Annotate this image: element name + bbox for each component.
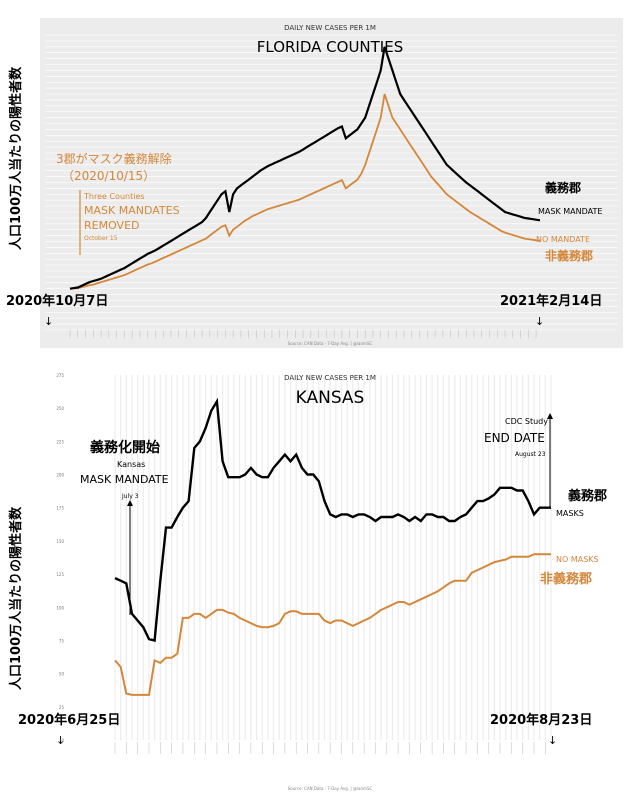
kansas-y-tick-label: 0 (61, 738, 64, 743)
florida-mandate-legend: MASK MANDATE (538, 207, 602, 216)
florida-start-arrow-icon: ↓ (44, 315, 53, 328)
kansas-x-ticks (114, 742, 546, 754)
florida-end-date-label: 2021年2月14日 (500, 293, 602, 309)
kansas-y-tick-label: 50 (59, 672, 65, 677)
kansas-nomasks-jp-label: 非義務郡 (540, 571, 592, 587)
kansas-mandate-jp-label: 義務化開始 (90, 439, 160, 456)
florida-nomandate-legend: NO MANDATE (536, 235, 590, 244)
florida-mask-mandate-line (69, 46, 541, 290)
kansas-cdc-arrow-head (547, 413, 553, 419)
kansas-y-tick-label: 100 (56, 605, 64, 610)
florida-subtitle: DAILY NEW CASES PER 1M (284, 24, 376, 32)
florida-annotation-main: MASK MANDATES REMOVED (84, 204, 183, 232)
florida-mandate-jp-label: 義務郡 (545, 180, 581, 195)
florida-nomandate-jp-label: 非義務郡 (545, 248, 593, 263)
florida-annotation-main-line2: REMOVED (84, 219, 140, 232)
kansas-y-tick-label: 125 (56, 572, 64, 577)
kansas-y-tick-label: 25 (59, 705, 65, 710)
kansas-masks-legend: MASKS (556, 509, 584, 518)
kansas-y-axis-label: 人口100万人当たりの陽性者数 (8, 506, 24, 690)
kansas-start-arrow-icon: ↓ (56, 734, 65, 747)
kansas-y-tick-label: 200 (56, 473, 64, 478)
florida-title: FLORIDA COUNTIES (257, 38, 403, 56)
florida-annotation-date: October 15 (84, 235, 118, 242)
florida-annotation-small: Three Counties (83, 192, 145, 201)
kansas-y-tick-label: 225 (56, 439, 64, 444)
kansas-mandate-small: Kansas (117, 460, 145, 469)
kansas-source-note: Source: CAN Data · 7-Day Avg. | @ianmSC (288, 786, 373, 791)
kansas-cdc-date: August 23 (515, 451, 546, 458)
florida-source-note: Source: CAN Data · 7-Day Avg. | @ianmSC (288, 341, 373, 346)
kansas-mandate-date: July 3 (121, 493, 139, 500)
kansas-y-ticks: 0 25 50 75 100 125 150 175 200 225 250 275 (56, 373, 64, 743)
florida-start-date-label: 2020年10月7日 (6, 293, 108, 309)
kansas-subtitle: DAILY NEW CASES PER 1M (284, 374, 376, 382)
kansas-chart-background (4, 362, 629, 794)
kansas-end-date-label: 2020年8月23日 (490, 712, 592, 728)
kansas-y-tick-label: 175 (56, 506, 64, 511)
kansas-gridlines (114, 375, 552, 740)
kansas-masks-line (114, 397, 551, 643)
florida-end-arrow-icon: ↓ (535, 315, 544, 328)
florida-y-axis-label: 人口100万人当たりの陽性者数 (8, 66, 24, 250)
kansas-y-tick-label: 250 (56, 406, 64, 411)
kansas-no-masks-line (114, 553, 551, 696)
kansas-panel: 0 25 50 75 100 125 150 175 200 225 250 275 DAILY NE… (4, 362, 629, 794)
kansas-start-date-label: 2020年6月25日 (18, 712, 120, 728)
florida-x-ticks (69, 330, 537, 338)
florida-panel: DAILY NEW CASES PER 1M FLORIDA COUNTIES … (6, 18, 623, 348)
kansas-end-arrow-icon: ↓ (548, 734, 557, 747)
kansas-nomasks-legend: NO MASKS (556, 555, 599, 564)
florida-annotation-jp-date: （2020/10/15） (62, 169, 155, 183)
florida-annotation-jp: 3郡がマスク義務解除 (56, 151, 172, 166)
kansas-cdc-small: CDC Study (505, 417, 548, 426)
kansas-masks-jp-label: 義務郡 (568, 488, 607, 504)
kansas-mandate-arrow-head (127, 500, 133, 506)
florida-chart-background (40, 18, 623, 348)
kansas-cdc-main: END DATE (484, 431, 545, 445)
kansas-y-tick-label: 150 (56, 539, 64, 544)
florida-no-mandate-line (69, 93, 541, 290)
kansas-mandate-main: MASK MANDATE (80, 473, 169, 486)
kansas-y-tick-label: 75 (59, 638, 65, 643)
kansas-title: KANSAS (296, 388, 365, 408)
kansas-y-tick-label: 275 (56, 373, 64, 378)
florida-annotation-main-line1: MASK MANDATES (84, 204, 180, 217)
